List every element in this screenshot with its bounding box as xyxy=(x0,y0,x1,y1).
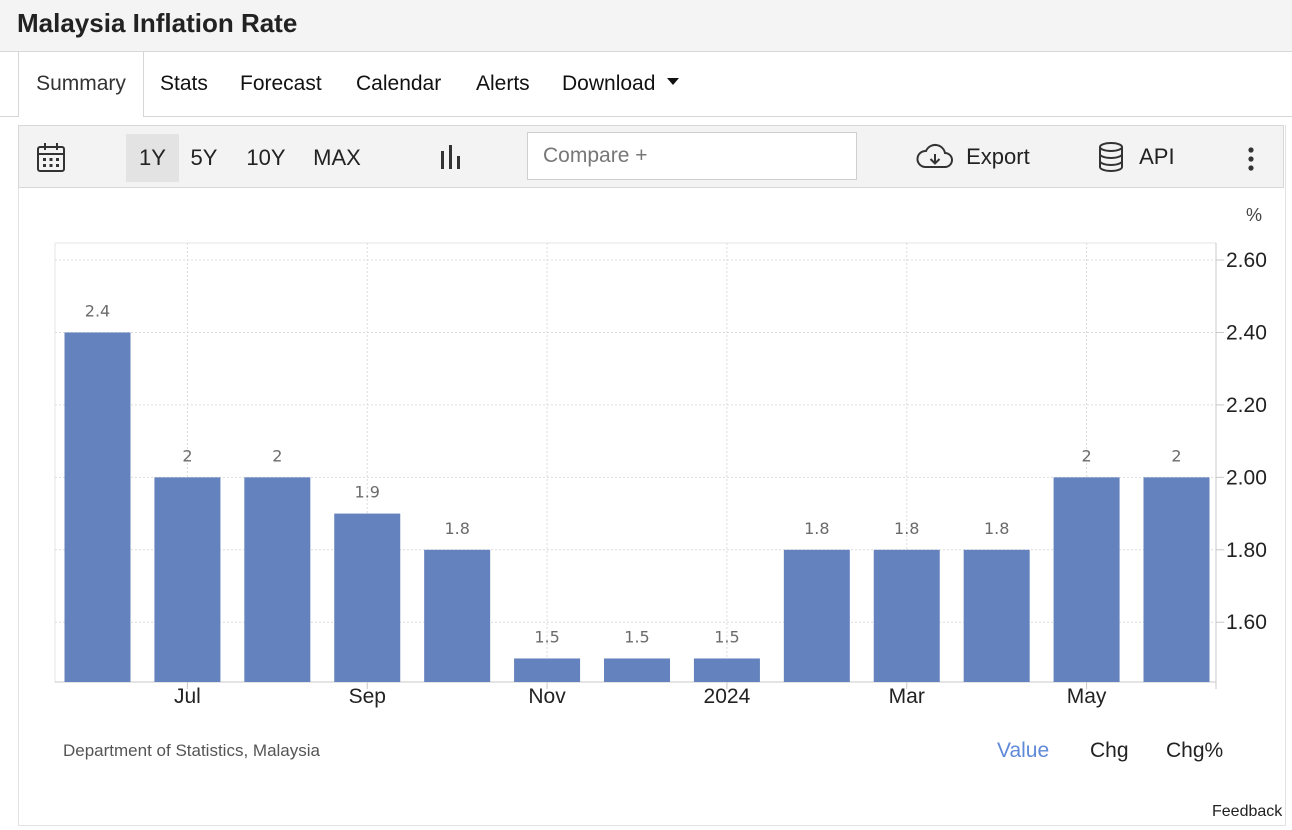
title-bar: Malaysia Inflation Rate xyxy=(0,0,1292,52)
y-tick-label: 2.40 xyxy=(1226,321,1267,344)
x-tick-label: Jul xyxy=(174,685,201,708)
data-source: Department of Statistics, Malaysia xyxy=(63,741,320,760)
bar-value-label: 1.8 xyxy=(984,519,1009,538)
chart-data-labels: 2.4 2 2 1.9 1.8 1.5 1.5 1.5 1.8 1.8 1.8 2 2 xyxy=(85,301,1182,646)
bar-value-label: 1.8 xyxy=(804,519,829,538)
bar[interactable] xyxy=(154,477,221,682)
bar-value-label: 1.8 xyxy=(894,519,919,538)
api-button[interactable]: API xyxy=(1097,141,1175,173)
bar[interactable] xyxy=(1053,477,1120,682)
bar-value-label: 1.9 xyxy=(355,483,380,502)
y-tick-label: 2.20 xyxy=(1226,394,1267,417)
x-tick-label: Mar xyxy=(889,685,925,708)
toggle-value[interactable]: Value xyxy=(997,739,1050,762)
compare-input[interactable] xyxy=(527,132,857,180)
kebab-menu-icon[interactable] xyxy=(1247,146,1255,178)
range-10y[interactable]: 10Y xyxy=(246,145,286,170)
bar[interactable] xyxy=(963,549,1030,682)
x-tick-label: Nov xyxy=(528,685,566,708)
tab-alerts[interactable]: Alerts xyxy=(476,72,530,95)
chart-toolbar: 1Y 5Y 10Y MAX Export API xyxy=(18,125,1284,188)
export-button[interactable]: Export xyxy=(916,142,1030,172)
cloud-download-icon xyxy=(916,143,953,168)
toggle-chg[interactable]: Chg xyxy=(1090,739,1129,762)
export-label: Export xyxy=(966,144,1030,169)
tab-download[interactable]: Download xyxy=(562,52,680,116)
calendar-icon[interactable] xyxy=(36,142,66,180)
bar[interactable] xyxy=(424,549,491,682)
y-tick-label: 1.80 xyxy=(1226,539,1267,562)
bar[interactable] xyxy=(514,658,581,682)
tab-forecast[interactable]: Forecast xyxy=(240,72,322,95)
bar-value-label: 1.8 xyxy=(444,519,469,538)
x-tick-label: 2024 xyxy=(704,685,751,708)
bar[interactable] xyxy=(244,477,311,682)
chart-panel xyxy=(18,125,1286,826)
bar[interactable] xyxy=(693,658,760,682)
chart-y-ticks: 2.60 2.40 2.20 2.00 1.80 1.60 xyxy=(1226,249,1267,634)
inflation-bar-chart: 2.4 2 2 1.9 1.8 1.5 1.5 1.5 1.8 1.8 1.8 2 2 Jul Sep No… xyxy=(54,205,1267,708)
bar-value-label: 2 xyxy=(182,446,192,465)
chart-bars xyxy=(64,332,1210,682)
bar[interactable] xyxy=(873,549,940,682)
bar-value-label: 2 xyxy=(272,446,282,465)
feedback-link[interactable]: Feedback xyxy=(1212,803,1283,820)
bar-value-label: 1.5 xyxy=(624,627,649,646)
bar[interactable] xyxy=(1143,477,1210,682)
bar[interactable] xyxy=(604,658,670,682)
bar-chart-icon[interactable] xyxy=(439,145,463,177)
bar[interactable] xyxy=(783,549,850,682)
tab-bar: Summary Stats Forecast Calendar Alerts D… xyxy=(0,52,1292,117)
y-tick-label: 2.60 xyxy=(1226,249,1267,272)
caret-down-icon xyxy=(667,77,680,85)
bar-value-label: 2 xyxy=(1171,446,1181,465)
toggle-chg-percent[interactable]: Chg% xyxy=(1166,739,1224,762)
y-tick-label: 2.00 xyxy=(1226,466,1267,489)
bar-value-label: 2 xyxy=(1081,446,1091,465)
tab-summary[interactable]: Summary xyxy=(18,52,144,117)
range-5y[interactable]: 5Y xyxy=(190,145,218,170)
bar-value-label: 2.4 xyxy=(85,301,110,320)
chart-unit-label: % xyxy=(1246,205,1262,225)
y-tick-label: 1.60 xyxy=(1226,611,1267,634)
bar[interactable] xyxy=(334,513,401,682)
chart-x-ticks: Jul Sep Nov 2024 Mar May xyxy=(174,685,1107,708)
page-title: Malaysia Inflation Rate xyxy=(17,8,298,38)
tab-stats[interactable]: Stats xyxy=(160,72,208,95)
chart-grid xyxy=(54,242,1224,689)
bar-value-label: 1.5 xyxy=(714,627,739,646)
api-label: API xyxy=(1139,144,1175,169)
database-icon xyxy=(1099,142,1123,172)
range-max[interactable]: MAX xyxy=(313,145,361,170)
x-tick-label: Sep xyxy=(349,685,386,708)
range-1y[interactable]: 1Y xyxy=(126,134,179,182)
tab-download-label: Download xyxy=(562,72,656,95)
tab-calendar[interactable]: Calendar xyxy=(356,72,442,95)
x-tick-label: May xyxy=(1067,685,1107,708)
bar-value-label: 1.5 xyxy=(534,627,559,646)
bar[interactable] xyxy=(64,332,131,682)
